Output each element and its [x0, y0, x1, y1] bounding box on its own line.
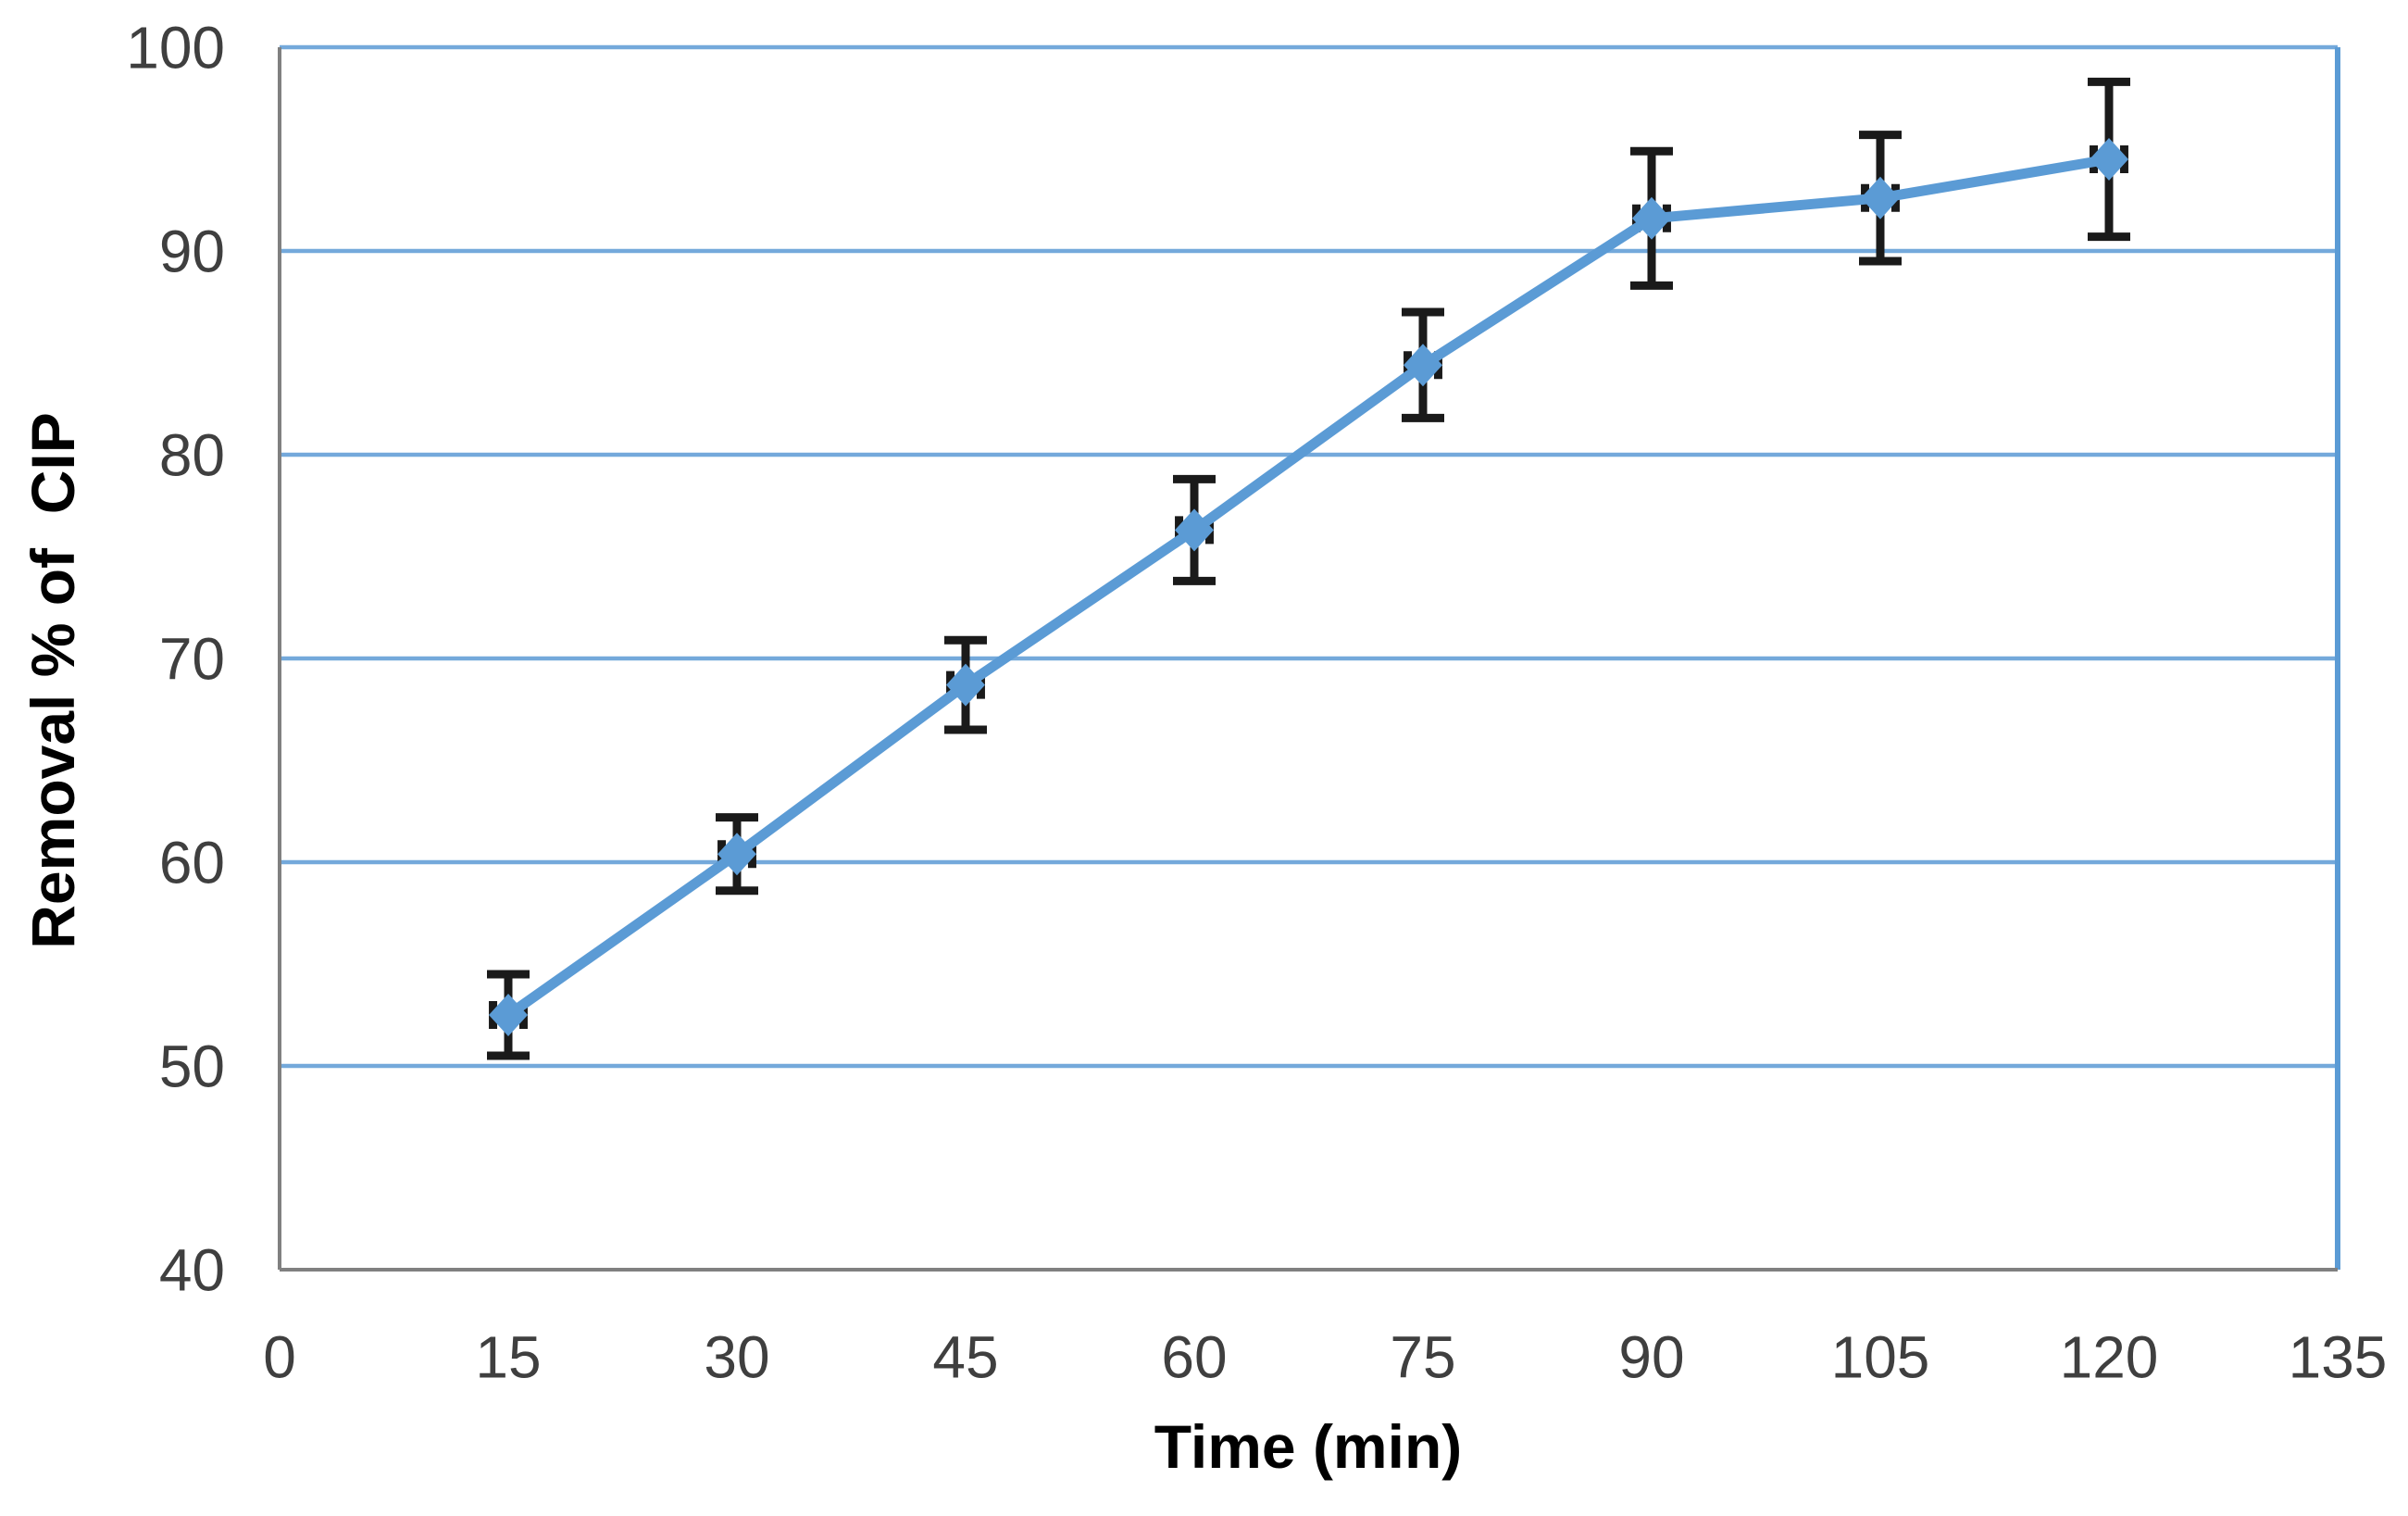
x-tick-label: 0: [263, 1323, 296, 1390]
y-tick-label: 80: [159, 421, 225, 488]
x-tick-label: 105: [1831, 1323, 1930, 1390]
x-tick-label: 30: [704, 1323, 769, 1390]
data-point-marker: [489, 994, 528, 1036]
data-point-marker: [946, 663, 985, 707]
x-tick-label: 135: [2289, 1323, 2388, 1390]
error-bars-layer: [487, 77, 2130, 1060]
x-tick-label: 120: [2060, 1323, 2159, 1390]
x-tick-label: 60: [1161, 1323, 1227, 1390]
x-tick-label: 15: [475, 1323, 541, 1390]
x-tick-label: 45: [932, 1323, 998, 1390]
series-layer: [489, 138, 2128, 1036]
y-tick-label: 70: [159, 625, 225, 692]
y-tick-label: 90: [159, 218, 225, 284]
data-point-marker: [2090, 138, 2128, 181]
y-tick-label: 100: [126, 14, 225, 81]
y-tick-label: 50: [159, 1033, 225, 1099]
data-point-marker: [1632, 196, 1671, 240]
y-axis-title: Removal % of CIP: [19, 412, 87, 948]
data-point-marker: [1175, 508, 1214, 552]
x-axis-title: Time (min): [1154, 1412, 1462, 1481]
data-point-marker: [1861, 176, 1900, 219]
data-point-marker: [717, 833, 756, 876]
axes-layer: [278, 47, 2338, 1272]
x-tick-label: 90: [1618, 1323, 1684, 1390]
x-tick-label: 75: [1390, 1323, 1455, 1390]
data-point-marker: [1404, 344, 1442, 387]
y-tick-label: 40: [159, 1236, 225, 1303]
series-line: [503, 154, 2115, 1021]
gridlines-layer: [280, 44, 2340, 1270]
y-tick-label: 60: [159, 829, 225, 896]
tick-labels-layer: 40 50 60 70 80 90 100 0 15 30 45 60 75 90 105 120 135: [126, 14, 2387, 1390]
